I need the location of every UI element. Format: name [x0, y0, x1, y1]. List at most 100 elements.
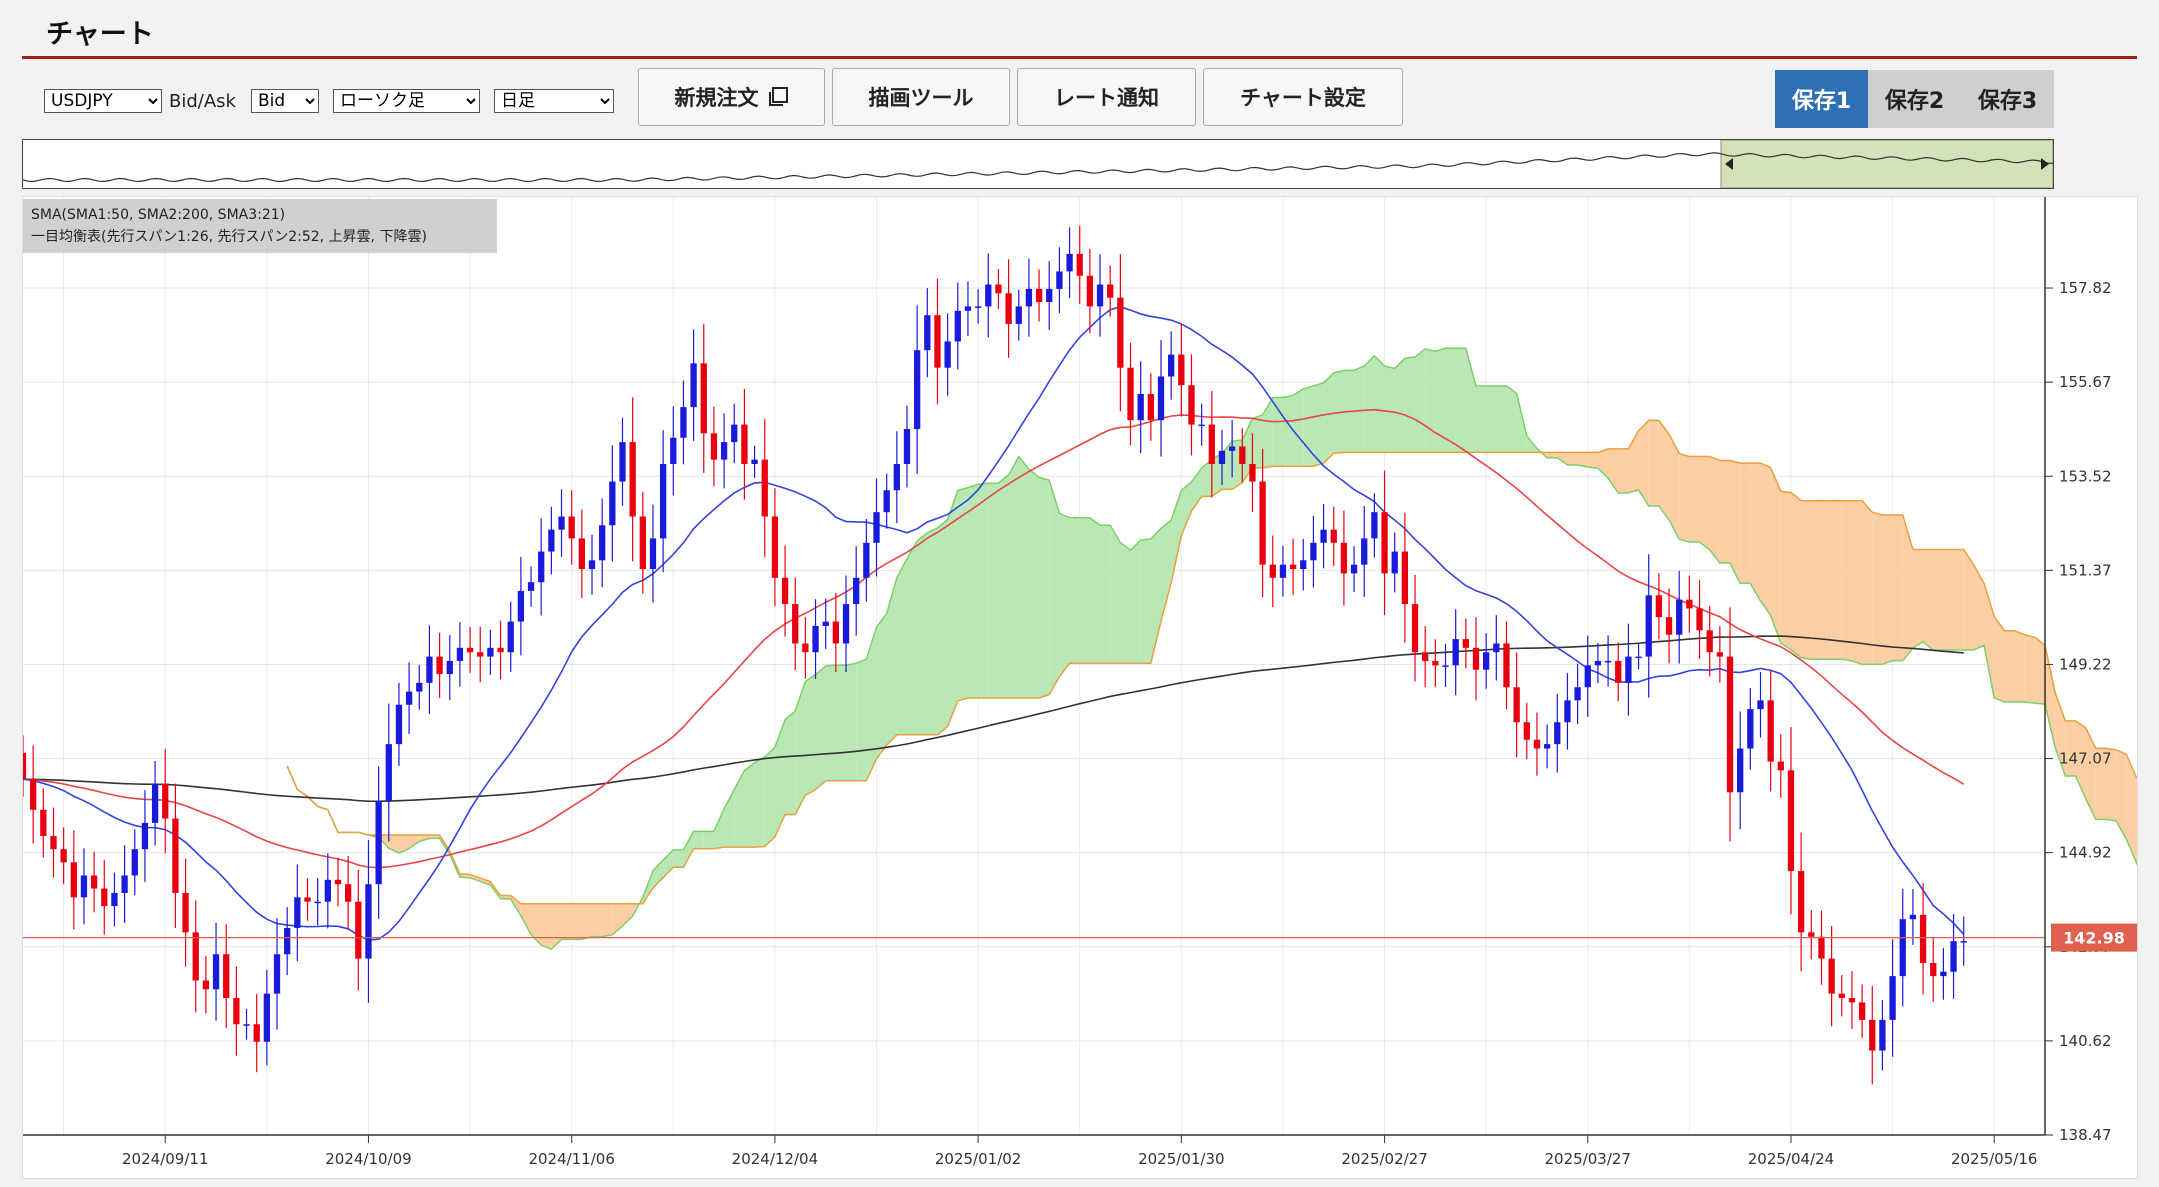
ichimoku-cloud-up — [957, 487, 968, 701]
candle-body — [1340, 542, 1348, 574]
candle-body — [507, 621, 514, 653]
candle — [263, 970, 271, 1066]
candle-body — [1462, 639, 1469, 648]
chart-settings-button[interactable]: チャート設定 — [1203, 68, 1403, 126]
candle-body — [1198, 424, 1205, 427]
candle-body — [1361, 538, 1368, 565]
ichimoku-cloud-down — [1963, 549, 1974, 650]
candle — [212, 922, 220, 1021]
candle-body — [1757, 700, 1764, 710]
x-tick-label: 2025/04/24 — [1748, 1150, 1834, 1168]
candle — [1950, 914, 1957, 999]
candle — [1411, 574, 1419, 682]
candle — [507, 601, 514, 673]
candle — [1757, 671, 1764, 738]
save-slot-2-button[interactable]: 保存2 — [1868, 70, 1961, 128]
ichimoku-cloud-up — [1516, 393, 1527, 453]
timeframe-select[interactable]: 日足 — [494, 89, 614, 113]
candle-body — [223, 954, 230, 998]
candle — [1919, 883, 1927, 995]
ichimoku-cloud-down — [1973, 565, 1985, 650]
ichimoku-cloud-up — [1435, 348, 1446, 453]
save-slot-3-button[interactable]: 保存3 — [1961, 70, 2054, 128]
candle — [1777, 734, 1784, 798]
candle — [487, 629, 494, 675]
ichimoku-cloud-down — [1984, 583, 1995, 698]
price-side-select[interactable]: Bid — [251, 89, 319, 113]
ichimoku-cloud-down — [500, 895, 511, 899]
candle — [1015, 289, 1022, 341]
candle-body — [1665, 617, 1673, 635]
chart-area[interactable]: 157.82 155.67 153.52 151.37 149.22 147.07 144.… — [22, 196, 2138, 1179]
candle — [1604, 635, 1612, 687]
candle-body — [273, 954, 281, 994]
ichimoku-cloud-up — [886, 577, 897, 746]
candle-body — [538, 551, 545, 583]
drawing-tools-button[interactable]: 描画ツール — [832, 68, 1010, 126]
candle-body — [1513, 687, 1520, 723]
candle-body — [751, 459, 758, 464]
ichimoku-cloud-up — [1415, 348, 1426, 453]
new-order-button[interactable]: 新規注文 — [638, 68, 825, 126]
candle-body — [1919, 914, 1927, 963]
ichimoku-cloud-down — [1994, 616, 2005, 702]
candle — [253, 993, 260, 1073]
candle-body — [1584, 665, 1591, 688]
candle — [1879, 1000, 1886, 1071]
candle-body — [1950, 941, 1957, 972]
candle — [1655, 573, 1663, 640]
candle — [1483, 633, 1490, 689]
candle-body — [426, 656, 433, 683]
candle-body — [1604, 660, 1612, 663]
chart-style-select[interactable]: ローソク足 — [333, 89, 480, 113]
ichimoku-cloud-down — [2065, 720, 2076, 776]
ichimoku-cloud-up — [1313, 382, 1324, 467]
ichimoku-cloud-up — [896, 558, 907, 735]
indicator-legend: SMA(SMA1:50, SMA2:200, SMA3:21) 一目均衡表(先行… — [23, 199, 497, 253]
candle — [578, 509, 585, 599]
candle-body — [1350, 564, 1358, 574]
candle-body — [466, 647, 474, 653]
candle — [192, 900, 199, 1013]
candle-body — [934, 315, 941, 368]
ichimoku-cloud-up — [1110, 525, 1121, 664]
y-tick-label: 157.82 — [2059, 279, 2112, 297]
ichimoku-cloud-down — [1587, 452, 1598, 469]
price-chart-svg[interactable]: 157.82 155.67 153.52 151.37 149.22 147.07 144.… — [23, 197, 2137, 1178]
ichimoku-cloud-down — [419, 834, 430, 842]
save-slot-1-button[interactable]: 保存1 — [1775, 70, 1868, 128]
candle — [101, 860, 108, 935]
candle — [243, 1008, 250, 1040]
candle — [446, 635, 453, 700]
candle — [863, 518, 870, 602]
candle-body — [578, 538, 585, 570]
candle-body — [1676, 599, 1683, 635]
candle — [80, 848, 88, 925]
candle — [710, 406, 718, 487]
candle — [873, 478, 880, 577]
ichimoku-cloud-down — [1811, 500, 1822, 660]
rate-alert-button[interactable]: レート通知 — [1017, 68, 1196, 126]
candle-body — [1401, 551, 1409, 605]
candle-body — [1107, 284, 1114, 298]
candle — [1554, 693, 1561, 773]
ichimoku-cloud-up — [998, 474, 1009, 699]
ichimoku-cloud-down — [1953, 549, 1964, 650]
candle — [802, 617, 809, 679]
x-tick-label: 2024/12/04 — [732, 1150, 818, 1168]
candle-body — [720, 442, 728, 460]
candle-body — [1422, 652, 1429, 661]
candle-body — [1381, 512, 1388, 574]
symbol-select[interactable]: USDJPY — [44, 89, 162, 113]
candle-body — [619, 442, 626, 482]
candle — [1401, 512, 1409, 643]
candle-body — [1046, 288, 1053, 303]
candle — [395, 682, 403, 766]
candle-body — [151, 783, 159, 823]
ichimoku-cloud-down — [1790, 492, 1802, 658]
candle — [436, 632, 443, 698]
candle-body — [487, 647, 494, 657]
candle-body — [1330, 529, 1337, 543]
ichimoku-cloud-up — [1354, 366, 1365, 453]
chart-navigator[interactable] — [22, 139, 2054, 189]
